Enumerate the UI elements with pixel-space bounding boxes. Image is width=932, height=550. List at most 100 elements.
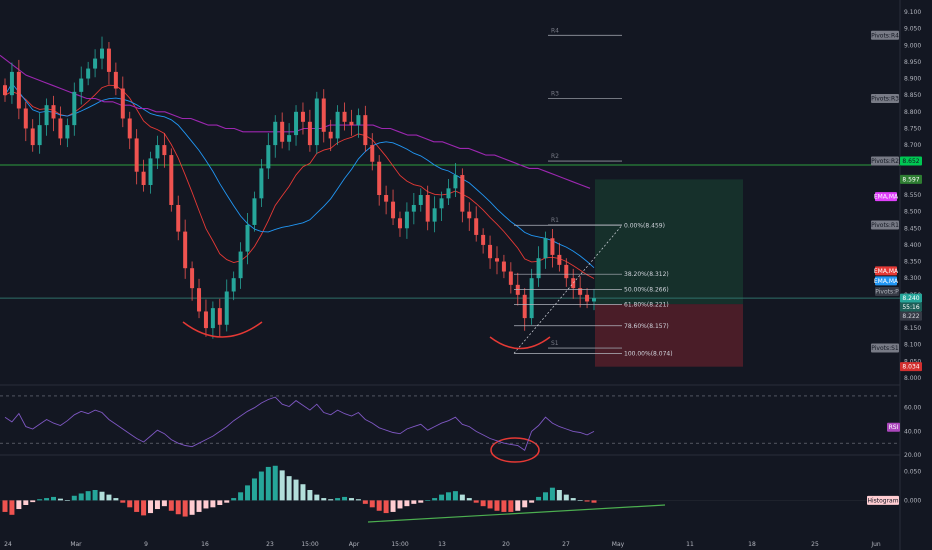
histogram-bar bbox=[342, 496, 348, 501]
svg-text:EMA,MA: EMA,MA bbox=[874, 278, 899, 285]
histogram-bar bbox=[251, 478, 257, 501]
histogram-bar bbox=[203, 500, 209, 509]
candle bbox=[3, 78, 7, 102]
candle bbox=[16, 59, 21, 120]
badge-target-level: 8.597 bbox=[900, 174, 922, 184]
histogram-bar bbox=[362, 500, 368, 504]
hand-drawings bbox=[182, 321, 666, 523]
histogram-bar bbox=[238, 492, 244, 501]
histogram-bar bbox=[258, 471, 264, 501]
histogram-bar bbox=[439, 494, 445, 501]
svg-text:55:16: 55:16 bbox=[902, 304, 919, 311]
histogram-bar bbox=[515, 500, 521, 511]
price-tick: 8.400 bbox=[904, 242, 921, 249]
candle bbox=[79, 66, 84, 105]
candle bbox=[203, 299, 208, 337]
histogram-bar bbox=[286, 476, 292, 501]
histogram-bar bbox=[480, 500, 486, 507]
price-tick: 8.150 bbox=[904, 325, 921, 332]
candle bbox=[508, 262, 513, 294]
histogram-bar bbox=[279, 470, 285, 501]
candle bbox=[494, 246, 499, 275]
fib-label: 61.80%(8.221) bbox=[624, 301, 669, 308]
price-tick: 8.050 bbox=[904, 358, 921, 365]
fib-label: 0.00%(8.459) bbox=[624, 222, 665, 229]
histogram-pane bbox=[0, 465, 900, 517]
histogram-bar bbox=[141, 500, 147, 516]
price-badges: Pivots:R4 Pivots:R3 Pivots:R2 Pivots:R1 Pivo… bbox=[867, 30, 922, 505]
histogram-bar bbox=[293, 479, 299, 501]
histogram-bar bbox=[418, 500, 424, 503]
candle bbox=[543, 231, 548, 269]
histogram-bar bbox=[113, 498, 119, 501]
histogram-bar bbox=[494, 500, 500, 511]
candle bbox=[501, 254, 506, 279]
candle bbox=[377, 155, 382, 206]
candle bbox=[273, 115, 278, 158]
candle bbox=[418, 188, 423, 212]
candle bbox=[51, 95, 56, 132]
candle bbox=[86, 61, 91, 86]
pivot-tag-s1: Pivots:S1 bbox=[871, 343, 899, 353]
svg-text:8.240: 8.240 bbox=[902, 295, 919, 302]
histogram-bar bbox=[425, 500, 431, 501]
candle bbox=[356, 108, 361, 138]
candle bbox=[321, 89, 326, 143]
time-tick: Mar bbox=[70, 541, 82, 548]
svg-text:8.034: 8.034 bbox=[902, 364, 919, 371]
candle bbox=[300, 102, 305, 135]
histogram-bar bbox=[577, 500, 583, 501]
candle bbox=[238, 242, 243, 289]
price-tick: 8.300 bbox=[904, 275, 921, 282]
histogram-bar bbox=[148, 500, 154, 514]
histogram-bar bbox=[584, 500, 590, 502]
histogram-bar bbox=[369, 500, 375, 508]
candle bbox=[72, 82, 77, 136]
candle bbox=[217, 298, 222, 338]
pivot-label-r4: R4 bbox=[551, 27, 559, 34]
candle bbox=[529, 268, 534, 325]
histogram-bar bbox=[307, 490, 313, 501]
rsi-pane bbox=[0, 395, 900, 452]
price-tick: 8.550 bbox=[904, 192, 921, 199]
candle bbox=[134, 129, 139, 185]
candle bbox=[397, 211, 402, 237]
time-tick: May bbox=[612, 541, 625, 548]
histogram-bar bbox=[355, 499, 361, 501]
histogram-bar bbox=[78, 493, 84, 501]
candle bbox=[307, 109, 312, 152]
svg-text:EMA,MA: EMA,MA bbox=[874, 268, 899, 275]
histogram-bar bbox=[536, 496, 542, 501]
price-axis: 9.100 9.050 9.000 8.950 8.900 8.850 8.800 8.750… bbox=[904, 9, 921, 504]
histogram-bar bbox=[189, 500, 195, 515]
price-tick: 9.050 bbox=[904, 26, 921, 33]
candle bbox=[328, 119, 333, 152]
histogram-bar bbox=[37, 499, 43, 501]
candle bbox=[432, 196, 437, 233]
histogram-bar bbox=[245, 485, 251, 501]
rsi-tick: 60.00 bbox=[904, 405, 921, 412]
histogram-bar bbox=[217, 500, 223, 505]
time-tick: 20 bbox=[502, 541, 510, 548]
pivot-tag-p: Pivots:P bbox=[875, 286, 899, 296]
histogram-trendline bbox=[367, 504, 666, 523]
candle bbox=[176, 195, 181, 241]
candle bbox=[197, 278, 202, 319]
candle bbox=[391, 189, 396, 225]
histogram-bar bbox=[376, 500, 382, 511]
time-axis: 24 Mar 9 16 23 15:00 Apr 15:00 13 20 27 May 11 18 25 Ju… bbox=[4, 541, 881, 548]
histogram-bar bbox=[154, 500, 160, 510]
badge-pivot-p: 8.222 bbox=[900, 311, 922, 321]
candle bbox=[106, 41, 111, 85]
candle bbox=[439, 191, 444, 221]
candle bbox=[65, 118, 70, 148]
histogram-bar bbox=[92, 490, 98, 501]
histogram-bar bbox=[542, 492, 548, 501]
candle bbox=[363, 105, 368, 152]
pivot-tag-r2: Pivots:R2 bbox=[871, 156, 899, 166]
position-zones bbox=[595, 179, 743, 367]
histogram-bar bbox=[16, 500, 22, 510]
histogram-bar bbox=[570, 498, 576, 501]
